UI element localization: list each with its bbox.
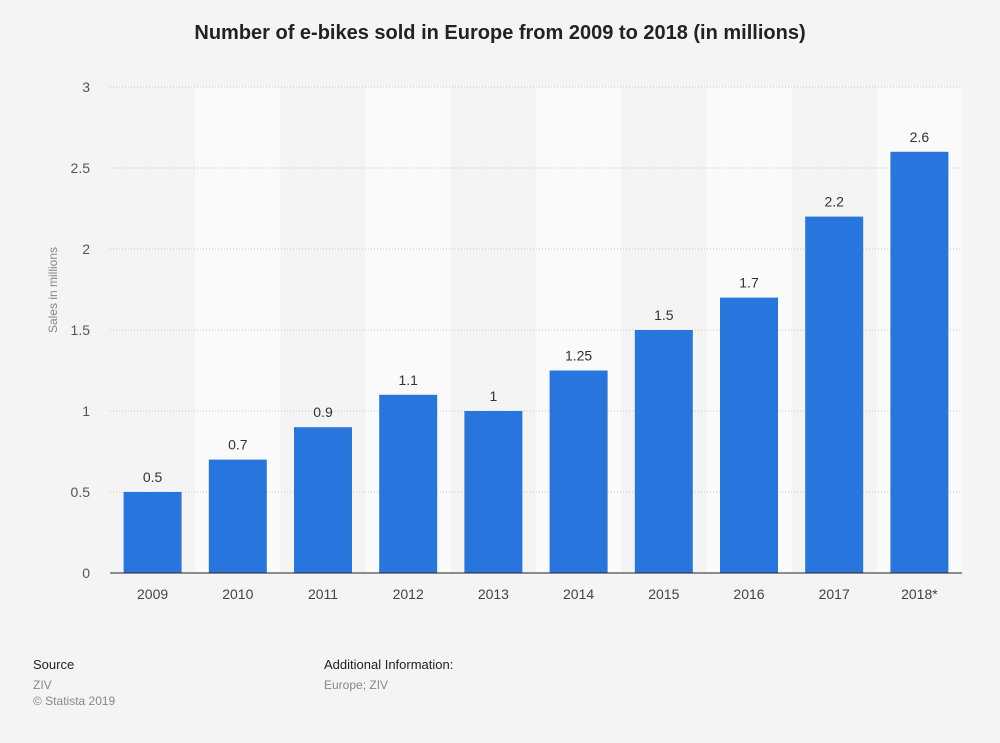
value-label: 1.7 <box>739 275 759 291</box>
bar <box>805 216 864 573</box>
x-tick-labels: 2009 2010 2011 2012 2013 2014 2015 2016 2017 2018… <box>137 586 938 602</box>
bar <box>634 330 693 573</box>
bar <box>464 411 523 573</box>
x-tick-label: 2018* <box>901 586 938 602</box>
y-tick-label: 1.5 <box>71 322 91 338</box>
x-tick-label: 2011 <box>308 586 338 602</box>
x-tick-label: 2015 <box>648 586 679 602</box>
bar <box>123 492 182 573</box>
bar <box>549 370 608 573</box>
value-label: 0.9 <box>313 404 333 420</box>
x-tick-label: 2012 <box>393 586 424 602</box>
y-tick-label: 2 <box>82 241 90 257</box>
value-labels: 0.5 0.7 0.9 1.1 1 1.25 1.5 1.7 2.2 2.6 <box>143 129 929 485</box>
value-label: 2.2 <box>824 194 844 210</box>
x-tick-label: 2017 <box>819 586 850 602</box>
x-tick-label: 2013 <box>478 586 509 602</box>
y-axis-title: Sales in millions <box>46 247 60 333</box>
value-label: 1.25 <box>565 348 592 364</box>
value-label: 1 <box>490 388 498 404</box>
additional-info-block: Additional Information: Europe; ZIV <box>324 657 453 693</box>
y-tick-label: 2.5 <box>71 160 91 176</box>
value-label: 0.7 <box>228 437 248 453</box>
bar <box>208 459 267 573</box>
x-tick-label: 2016 <box>733 586 764 602</box>
y-tick-labels: 0 0.5 1 1.5 2 2.5 3 <box>71 79 91 581</box>
value-label: 2.6 <box>910 129 930 145</box>
copyright-line: © Statista 2019 <box>33 694 116 708</box>
bar <box>379 394 438 573</box>
additional-info-heading: Additional Information: <box>324 657 454 672</box>
source-line: ZIV <box>33 678 52 692</box>
source-block: Source ZIV © Statista 2019 <box>33 657 115 709</box>
y-tick-label: 0 <box>82 565 90 581</box>
bar <box>720 297 778 573</box>
bars <box>123 151 949 574</box>
value-label: 1.5 <box>654 307 674 323</box>
source-heading: Source <box>33 657 75 672</box>
additional-info-line: Europe; ZIV <box>324 678 389 692</box>
value-label: 0.5 <box>143 469 163 485</box>
bar <box>294 427 352 573</box>
x-tick-label: 2009 <box>137 586 168 602</box>
value-label: 1.1 <box>398 372 418 388</box>
y-tick-label: 1 <box>82 403 90 419</box>
y-tick-label: 0.5 <box>71 484 91 500</box>
y-tick-label: 3 <box>82 79 90 95</box>
x-tick-label: 2010 <box>222 586 253 602</box>
bar <box>890 151 949 574</box>
chart-title: Number of e-bikes sold in Europe from 20… <box>194 22 806 44</box>
x-tick-label: 2014 <box>563 586 594 602</box>
